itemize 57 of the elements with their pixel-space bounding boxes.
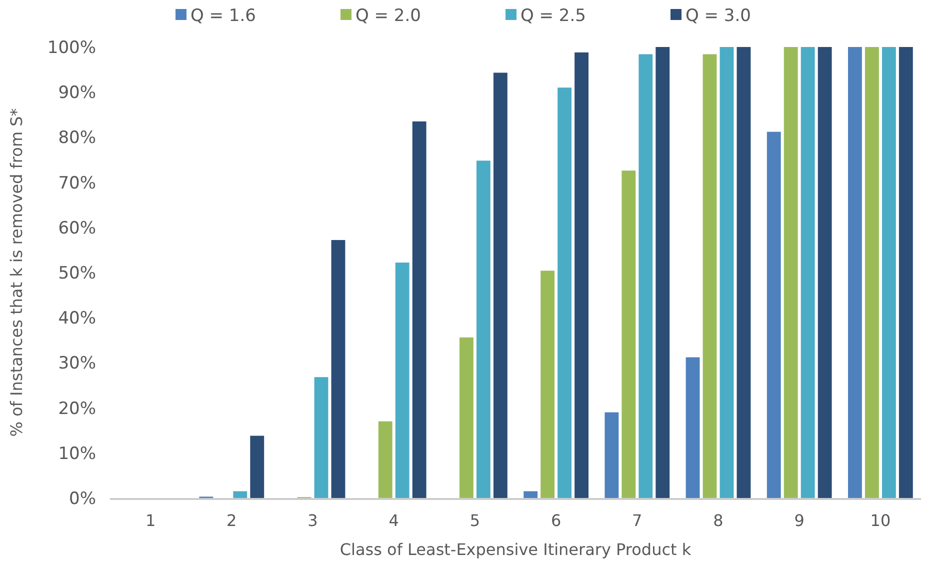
bar xyxy=(702,54,717,498)
y-axis-title: % of Instances that k is removed from S* xyxy=(7,108,26,437)
bar xyxy=(558,88,572,498)
legend-label: Q = 3.0 xyxy=(686,6,751,26)
legend-label: Q = 1.6 xyxy=(190,6,256,26)
bar xyxy=(233,491,248,498)
bar xyxy=(395,262,410,498)
bar xyxy=(493,72,508,498)
x-tick-label: 8 xyxy=(713,511,724,530)
bar xyxy=(314,377,328,498)
bar xyxy=(848,47,862,498)
x-tick-label: 9 xyxy=(794,511,804,530)
x-tick-label: 4 xyxy=(388,511,399,530)
bar xyxy=(766,132,781,498)
x-tick-label: 10 xyxy=(870,511,891,530)
x-axis-title: Class of Least-Expensive Itinerary Product k xyxy=(340,540,692,559)
y-tick-label: 90% xyxy=(58,83,96,104)
bar xyxy=(638,54,653,498)
y-tick-label: 30% xyxy=(58,354,96,374)
bar xyxy=(250,436,264,498)
bar xyxy=(800,47,815,498)
bar xyxy=(784,47,798,498)
bar xyxy=(898,47,913,498)
bar xyxy=(459,337,474,498)
bar xyxy=(818,47,832,498)
x-tick-label: 7 xyxy=(632,511,642,530)
bar xyxy=(476,160,490,498)
bar xyxy=(604,412,619,498)
y-tick-label: 80% xyxy=(58,128,96,148)
bar xyxy=(656,47,670,498)
x-tick-label: 2 xyxy=(226,511,237,530)
y-tick-label: 100% xyxy=(47,38,96,58)
y-tick-label: 60% xyxy=(58,218,96,238)
bar xyxy=(686,357,700,498)
x-tick-label: 6 xyxy=(550,511,562,530)
bar xyxy=(574,52,588,498)
y-tick-label: 70% xyxy=(58,173,96,194)
bar xyxy=(524,491,538,498)
bar xyxy=(622,170,636,498)
legend-label: Q = 2.0 xyxy=(356,6,421,26)
y-tick-label: 50% xyxy=(58,263,96,284)
x-tick-label: 3 xyxy=(308,511,318,530)
x-tick-label: 5 xyxy=(470,511,480,530)
y-tick-label: 40% xyxy=(58,308,96,329)
bar xyxy=(412,121,426,498)
bar xyxy=(882,47,896,498)
bar xyxy=(378,421,392,498)
x-tick-label: 1 xyxy=(145,511,156,530)
y-tick-label: 20% xyxy=(58,398,96,419)
legend-label: Q = 2.5 xyxy=(520,6,586,26)
bar xyxy=(720,47,734,498)
bar xyxy=(864,47,879,498)
bar xyxy=(331,240,346,498)
bar xyxy=(540,270,555,498)
bar xyxy=(736,47,751,498)
y-tick-label: 0% xyxy=(69,488,96,509)
y-tick-label: 10% xyxy=(58,444,96,464)
